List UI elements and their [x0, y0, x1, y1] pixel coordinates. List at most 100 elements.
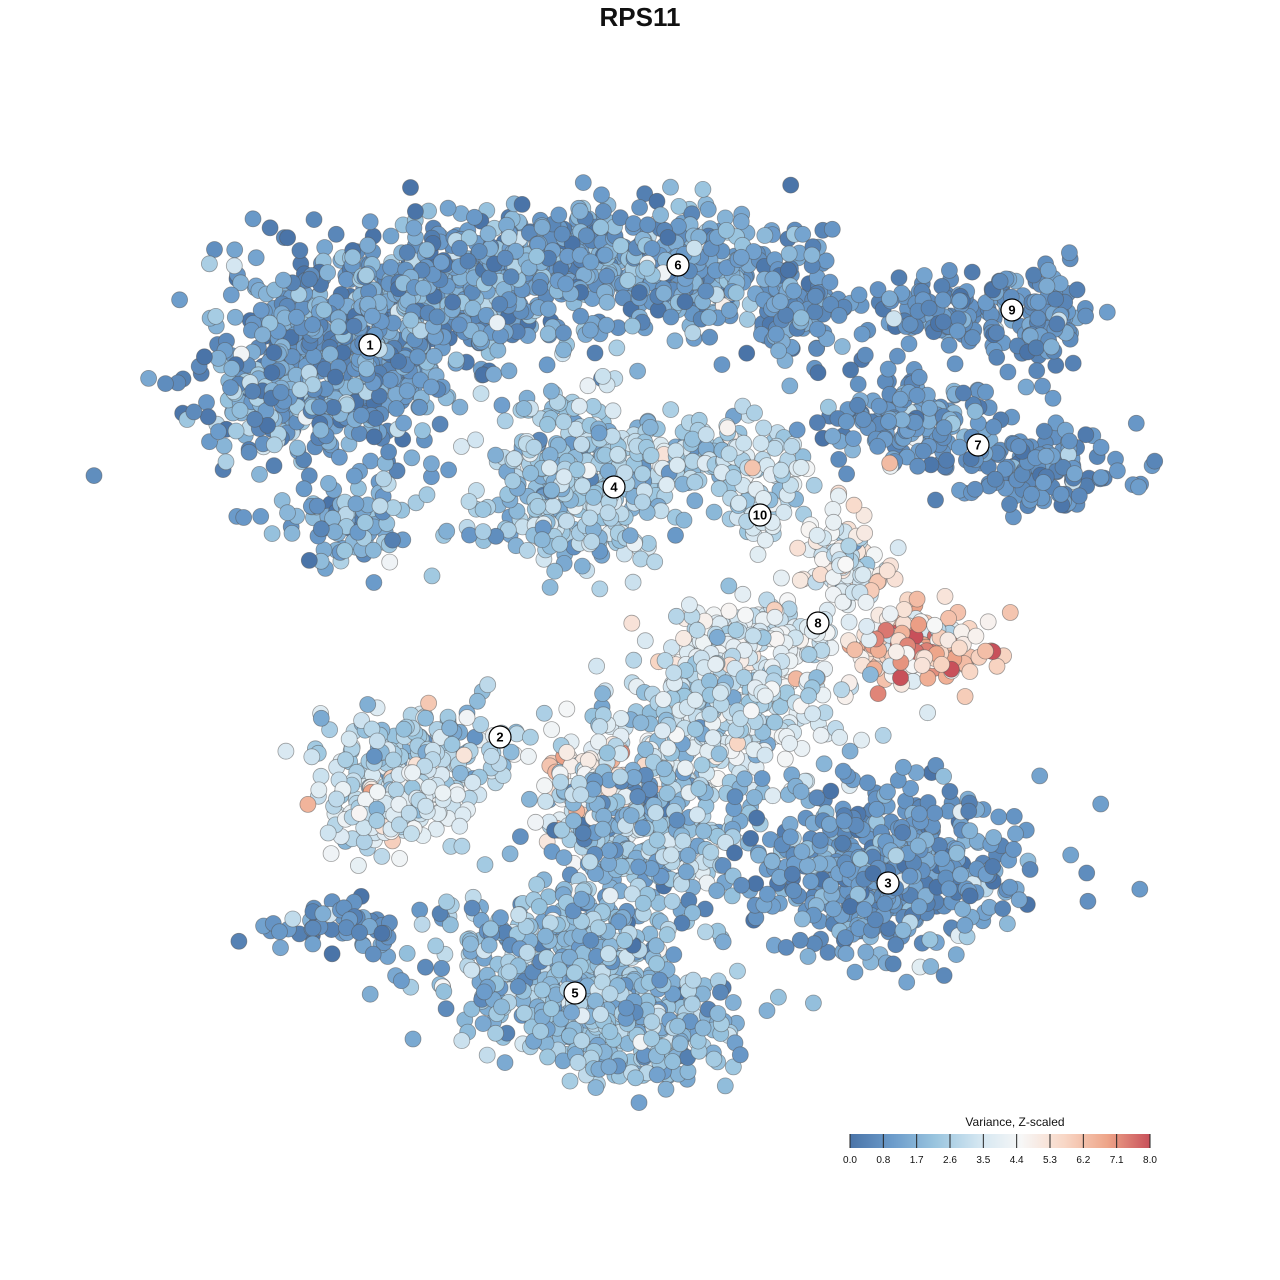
cell-point [857, 943, 875, 961]
cell-point [794, 910, 811, 928]
cell-point [579, 377, 597, 395]
cell-point [612, 237, 630, 255]
cell-point [263, 364, 281, 382]
cell-point [502, 268, 520, 286]
cell-point [321, 345, 339, 363]
cell-point [809, 320, 826, 338]
cell-point [222, 379, 239, 397]
cell-point [946, 355, 964, 373]
cell-point [737, 606, 754, 624]
cell-point [748, 809, 766, 827]
cell-point [444, 293, 462, 311]
cell-point [926, 804, 944, 822]
cell-point [1023, 485, 1040, 503]
cell-point [634, 819, 651, 837]
cell-point [533, 531, 551, 549]
cell-point [856, 346, 874, 364]
cell-point [479, 676, 497, 694]
cell-point [438, 893, 456, 911]
cell-point [543, 481, 560, 499]
cell-point [489, 341, 507, 359]
cell-point [625, 215, 642, 232]
cell-point [654, 691, 672, 708]
cell-point [463, 899, 481, 917]
cell-point [261, 219, 279, 237]
cell-point [598, 267, 616, 285]
cell-point [855, 411, 872, 428]
cell-point [720, 602, 738, 620]
cell-point [756, 746, 774, 764]
cell-point [467, 431, 485, 449]
cell-point [739, 310, 756, 328]
cell-point [621, 527, 639, 544]
cell-point [303, 748, 321, 766]
cell-point [471, 330, 489, 348]
cell-point [629, 362, 646, 380]
cell-point [460, 229, 478, 247]
cell-point [668, 456, 686, 474]
cell-point [1027, 339, 1045, 357]
cell-point [898, 973, 916, 991]
cell-point [235, 509, 253, 526]
cell-point [371, 497, 389, 515]
cell-point [443, 736, 461, 753]
cell-point [894, 922, 912, 939]
cell-point [648, 831, 666, 849]
cell-point [842, 361, 859, 379]
cell-point [773, 569, 790, 587]
cell-point [979, 613, 997, 631]
cell-point [422, 455, 440, 473]
cell-point [404, 1030, 422, 1048]
cell-point [300, 552, 318, 569]
cell-point [369, 783, 386, 801]
cell-point [934, 291, 952, 309]
cell-point [777, 939, 795, 956]
cell-point [199, 408, 217, 426]
cell-point [705, 503, 723, 521]
cell-point [459, 252, 477, 270]
cell-point [623, 614, 641, 632]
cell-point [464, 774, 482, 791]
cell-point [846, 641, 864, 659]
cell-point [460, 493, 478, 510]
cell-point [935, 768, 952, 785]
cell-point [702, 843, 720, 861]
cell-point [985, 418, 1003, 436]
cell-point [713, 356, 731, 374]
cell-point [582, 253, 600, 271]
cell-point [438, 522, 456, 540]
cell-point [726, 788, 744, 806]
cell-point [802, 873, 820, 890]
cell-point [594, 685, 611, 702]
cell-point [955, 384, 972, 402]
cell-point [986, 470, 1004, 488]
cell-point [910, 898, 928, 916]
cell-point [1007, 825, 1024, 843]
cell-point [382, 227, 400, 245]
cell-point [1029, 309, 1047, 327]
cell-point [1127, 414, 1145, 432]
cell-point [952, 866, 969, 884]
cell-point [411, 901, 429, 919]
cell-point [788, 421, 806, 439]
cell-point [1029, 293, 1047, 311]
cell-point [624, 317, 641, 335]
cell-point [988, 657, 1006, 675]
cell-point [686, 492, 704, 510]
cell-point [450, 316, 468, 334]
cell-point [601, 842, 618, 859]
cell-point [767, 325, 785, 343]
cell-point [530, 898, 548, 915]
cell-point [909, 457, 927, 475]
cell-point [207, 307, 225, 325]
cell-point [572, 786, 590, 804]
cell-point [365, 574, 383, 591]
cell-point [1109, 462, 1126, 480]
cell-point [780, 245, 798, 263]
cell-point [1048, 315, 1066, 333]
cell-point [525, 438, 543, 456]
cell-point [391, 850, 409, 867]
cell-point [315, 301, 333, 319]
cell-point [772, 461, 790, 479]
cell-point [400, 804, 418, 822]
